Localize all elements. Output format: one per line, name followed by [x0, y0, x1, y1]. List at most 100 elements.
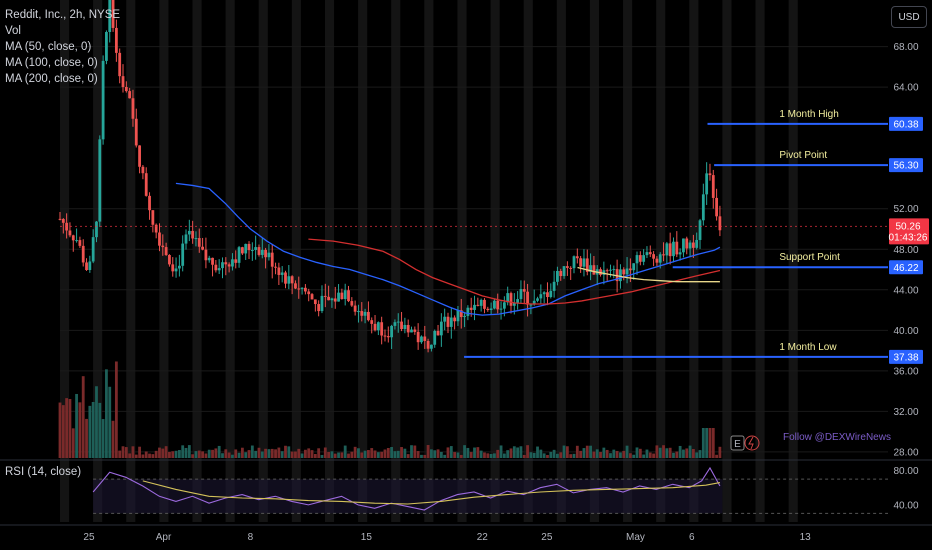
volume-bar	[323, 447, 327, 458]
volume-bar	[234, 449, 238, 458]
candle	[499, 308, 503, 310]
earnings-icon-glyph: E	[734, 439, 741, 450]
symbol-title: Reddit, Inc., 2h, NYSE	[5, 9, 121, 21]
candle	[575, 256, 579, 259]
candle	[363, 311, 367, 316]
candle	[151, 210, 155, 225]
candle	[602, 270, 606, 275]
volume-bar	[85, 418, 88, 458]
candle	[443, 316, 447, 322]
volume-bar	[187, 445, 191, 458]
level-price-text: 56.30	[893, 161, 918, 172]
candle	[360, 311, 364, 316]
volume-bar	[582, 448, 586, 458]
session-band	[788, 0, 798, 522]
volume-bar	[655, 445, 659, 458]
volume-bar	[426, 445, 430, 458]
volume-bar	[347, 453, 350, 458]
candle	[685, 238, 689, 249]
candle	[323, 295, 327, 297]
volume-bar	[254, 450, 258, 458]
candle	[662, 254, 665, 256]
volume-bar	[433, 450, 437, 458]
volume-bar	[569, 454, 573, 458]
legend: Reddit, Inc., 2h, NYSE Vol MA (50, close…	[5, 7, 120, 87]
session-band	[159, 0, 169, 522]
x-tick-label: 13	[800, 532, 812, 543]
candle	[668, 243, 672, 257]
candle	[81, 245, 85, 263]
session-band	[225, 0, 235, 522]
level-price-tag	[889, 116, 923, 131]
volume-bar	[549, 451, 553, 458]
volume-bar	[81, 376, 85, 458]
y-tick-label: 48.00	[893, 245, 918, 256]
moving-averages	[175, 182, 721, 316]
level-lines	[60, 122, 888, 358]
candle	[635, 255, 639, 264]
candle	[446, 316, 450, 327]
volume-bar	[151, 454, 155, 458]
candle	[675, 241, 679, 255]
volume-bar	[546, 454, 549, 458]
volume-bar	[357, 448, 360, 458]
time-axis: 25 Apr 8 15 22 25 May 6 13	[83, 532, 811, 543]
candle	[493, 300, 496, 309]
volume-bar	[499, 445, 503, 458]
candle	[423, 336, 427, 341]
candle	[559, 270, 563, 277]
session-band	[192, 0, 202, 522]
candle	[688, 242, 692, 249]
candle	[648, 252, 652, 255]
candle	[542, 292, 546, 295]
volume-bar	[449, 446, 453, 458]
volume-bar	[453, 452, 457, 458]
volume-bar	[390, 447, 394, 458]
volume-bar	[61, 405, 65, 458]
candle	[522, 289, 526, 292]
volume-bar	[141, 454, 145, 458]
volume-bar	[403, 448, 407, 458]
volume-bar	[652, 453, 655, 458]
currency-button[interactable]: USD	[891, 6, 927, 28]
y-tick-label: 64.00	[893, 83, 918, 94]
candle	[174, 268, 178, 272]
ma-blue-line	[175, 182, 721, 316]
candle	[161, 245, 165, 248]
volume-bar	[95, 386, 98, 458]
candle	[585, 258, 589, 272]
x-tick-label: May	[626, 532, 645, 543]
volume-bar	[177, 450, 181, 458]
candle	[672, 241, 675, 257]
candle	[121, 76, 125, 87]
volume-bar	[386, 447, 390, 458]
volume-bar	[307, 448, 311, 458]
x-tick-label: 8	[248, 532, 254, 543]
volume-bars	[58, 361, 722, 458]
candle	[75, 240, 78, 242]
session-band	[258, 0, 268, 522]
volume-bar	[294, 451, 297, 458]
candle	[463, 315, 466, 318]
volume-bar	[479, 450, 483, 458]
volume-bar	[619, 452, 622, 458]
candle	[264, 249, 268, 258]
volume-bar	[284, 445, 287, 458]
level-price-text: 60.38	[893, 119, 918, 130]
volume-bar	[436, 449, 440, 458]
ma-red-line	[308, 238, 721, 305]
volume-bar	[572, 453, 576, 458]
level-price-tag	[889, 158, 923, 173]
volume-bar	[509, 448, 513, 458]
candle	[632, 263, 636, 271]
candle	[622, 269, 626, 275]
candle	[327, 296, 331, 301]
volume-bar	[227, 452, 231, 458]
candle	[171, 264, 175, 272]
volume-bar	[645, 449, 649, 458]
candle	[476, 304, 480, 306]
volume-bar	[678, 445, 682, 458]
session-band	[291, 0, 301, 522]
volume-bar	[277, 447, 281, 458]
